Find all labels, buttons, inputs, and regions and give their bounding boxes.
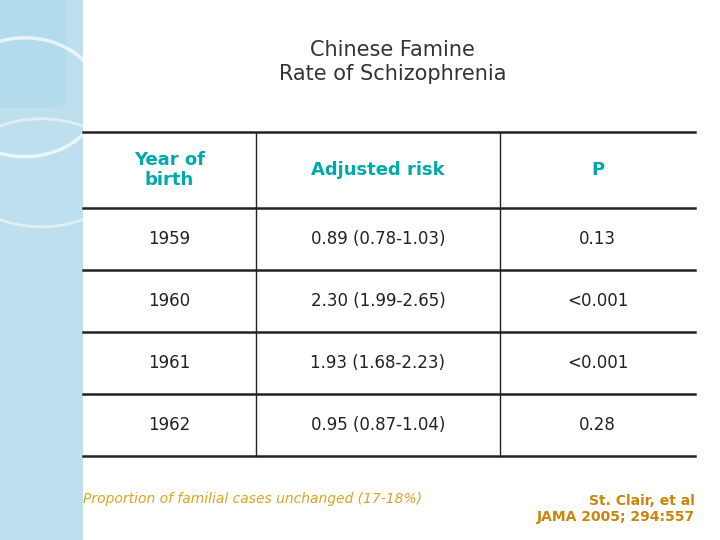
Text: 1960: 1960 [148,292,190,310]
Text: 1962: 1962 [148,416,190,434]
Text: Year of
birth: Year of birth [134,151,204,190]
Text: <0.001: <0.001 [567,292,629,310]
FancyBboxPatch shape [0,0,66,108]
Text: St. Clair, et al
JAMA 2005; 294:557: St. Clair, et al JAMA 2005; 294:557 [536,494,695,524]
Text: 1.93 (1.68-2.23): 1.93 (1.68-2.23) [310,354,446,372]
Text: Adjusted risk: Adjusted risk [311,161,445,179]
Text: 0.28: 0.28 [579,416,616,434]
Text: <0.001: <0.001 [567,354,629,372]
Text: 0.89 (0.78-1.03): 0.89 (0.78-1.03) [311,230,445,248]
Text: 0.95 (0.87-1.04): 0.95 (0.87-1.04) [311,416,445,434]
Text: P: P [591,161,604,179]
Bar [0,0,83,540]
Text: Chinese Famine
Rate of Schizophrenia: Chinese Famine Rate of Schizophrenia [279,40,506,84]
Text: 1961: 1961 [148,354,190,372]
Text: 1959: 1959 [148,230,190,248]
Text: 0.13: 0.13 [579,230,616,248]
Text: Proportion of familial cases unchanged (17-18%): Proportion of familial cases unchanged (… [83,492,422,507]
Text: 2.30 (1.99-2.65): 2.30 (1.99-2.65) [310,292,446,310]
